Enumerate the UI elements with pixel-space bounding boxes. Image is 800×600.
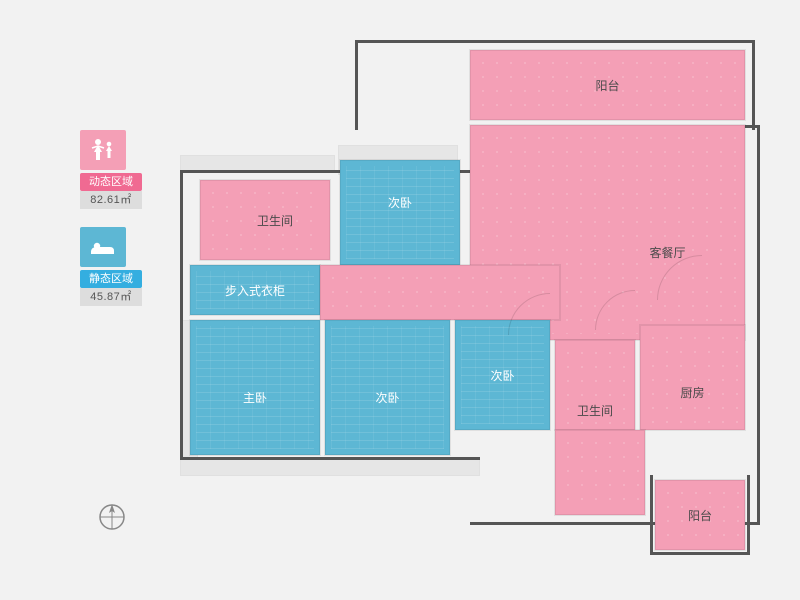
room-label: 阳台: [595, 77, 619, 94]
sleep-icon: [80, 227, 126, 267]
legend-dynamic: 动态区域 82.61㎡: [80, 130, 142, 209]
room-label: 卫生间: [577, 402, 613, 419]
people-icon: [80, 130, 126, 170]
room-label: 厨房: [680, 384, 704, 401]
room-bed-second-1: 次卧: [340, 160, 460, 265]
room-label: 次卧: [375, 389, 399, 406]
shadow-strip: [180, 458, 480, 476]
legend-static-label-text: 静态区域: [89, 273, 133, 285]
room-balcony-top: 阳台: [470, 50, 745, 120]
room-label: 卫生间: [257, 212, 293, 229]
room-balcony-small: 阳台: [655, 480, 745, 550]
room-corridor-lower: [555, 430, 645, 515]
floor-plan: 阳台客餐厅卫生间次卧步入式衣柜主卧次卧次卧卫生间厨房阳台: [180, 30, 770, 580]
room-bath-upper: 卫生间: [200, 180, 330, 260]
room-bed-second-2: 次卧: [325, 320, 450, 455]
legend-static-value-text: 45.87㎡: [90, 291, 132, 303]
legend: 动态区域 82.61㎡ 静态区域 45.87㎡: [80, 130, 142, 324]
legend-static-value: 45.87㎡: [80, 288, 142, 306]
compass-icon: [95, 500, 129, 534]
room-bath-lower: 卫生间: [555, 340, 635, 430]
room-label: 客餐厅: [649, 244, 685, 261]
legend-static-label: 静态区域: [80, 270, 142, 288]
room-label: 主卧: [243, 389, 267, 406]
room-label: 阳台: [688, 507, 712, 524]
legend-static: 静态区域 45.87㎡: [80, 227, 142, 306]
room-master-bed: 主卧: [190, 320, 320, 455]
room-label: 次卧: [388, 194, 412, 211]
room-kitchen: 厨房: [640, 325, 745, 430]
legend-dynamic-value: 82.61㎡: [80, 191, 142, 209]
legend-dynamic-label-text: 动态区域: [89, 176, 133, 188]
room-label: 次卧: [490, 367, 514, 384]
stage: 动态区域 82.61㎡ 静态区域 45.87㎡: [0, 0, 800, 600]
room-label: 步入式衣柜: [225, 282, 285, 299]
room-walkin-closet: 步入式衣柜: [190, 265, 320, 315]
legend-dynamic-label: 动态区域: [80, 173, 142, 191]
legend-dynamic-value-text: 82.61㎡: [90, 194, 132, 206]
room-bed-second-3: 次卧: [455, 320, 550, 430]
